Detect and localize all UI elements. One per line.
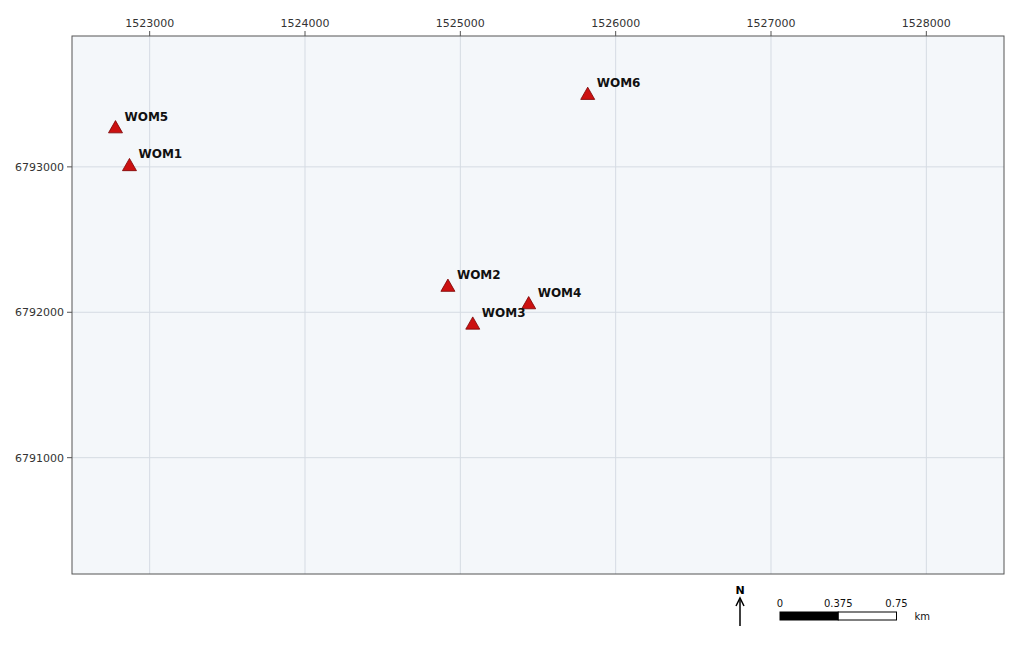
tick-x <box>460 31 461 36</box>
tick-x <box>305 31 306 36</box>
point <box>122 158 136 170</box>
tick-label-x: 1523000 <box>125 17 174 30</box>
grid-line-y <box>72 312 1004 313</box>
plot-background <box>72 36 1004 574</box>
scale-bar-segment <box>838 612 896 620</box>
scale-bar-label: 0.75 <box>885 598 907 609</box>
grid-line-x <box>460 36 461 574</box>
tick-y <box>67 457 72 458</box>
grid-line-x <box>771 36 772 574</box>
tick-label-x: 1524000 <box>281 17 330 30</box>
north-arrow-label: N <box>735 584 744 597</box>
tick-label-y: 6791000 <box>15 452 64 465</box>
points <box>108 87 594 329</box>
north-arrow-head <box>736 598 744 606</box>
scale-bar-label: 0 <box>777 598 783 609</box>
scale-bar-unit: km <box>915 611 931 622</box>
tick-y <box>67 312 72 313</box>
point-label: WOM6 <box>597 76 641 90</box>
grid-line-x <box>926 36 927 574</box>
grid-line-x <box>615 36 616 574</box>
grid-line-x <box>305 36 306 574</box>
tick-label-x: 1526000 <box>591 17 640 30</box>
point-label: WOM4 <box>538 286 582 300</box>
point-label: WOM5 <box>124 110 168 124</box>
scale-bar-segment <box>780 612 838 620</box>
point-label: WOM2 <box>457 268 501 282</box>
tick-label-x: 1527000 <box>747 17 796 30</box>
plot-frame <box>72 36 1004 574</box>
tick-x <box>771 31 772 36</box>
point <box>108 121 122 133</box>
tick-y <box>67 166 72 167</box>
point <box>466 317 480 329</box>
tick-x <box>615 31 616 36</box>
chart: 1523000 1524000 1525000 1526000 1527000 15280… <box>0 0 1024 649</box>
tick-label-x: 1525000 <box>436 17 485 30</box>
point <box>441 279 455 291</box>
tick-x <box>926 31 927 36</box>
tick-label-y: 6793000 <box>15 161 64 174</box>
tick-x <box>149 31 150 36</box>
tick-label-y: 6792000 <box>15 306 64 319</box>
point-label: WOM1 <box>138 147 182 161</box>
point-label: WOM3 <box>482 306 526 320</box>
point <box>581 87 595 99</box>
grid-line-y <box>72 457 1004 458</box>
tick-label-x: 1528000 <box>902 17 951 30</box>
grid-line-y <box>72 166 1004 167</box>
north-arrow <box>739 600 741 626</box>
scale-bar-label: 0.375 <box>824 598 853 609</box>
